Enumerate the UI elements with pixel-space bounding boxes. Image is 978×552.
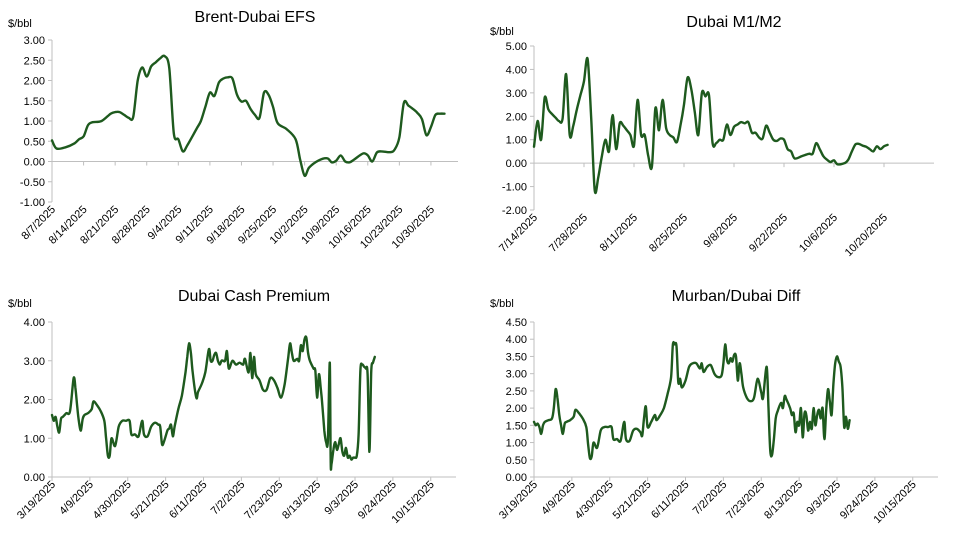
brent-dubai-efs-y-tick-label: 0.50 <box>24 136 45 148</box>
brent-dubai-efs-series-line <box>50 54 446 178</box>
dubai-m1-m2-unit-label: $/bbl <box>490 26 514 38</box>
brent-dubai-efs-y-tick-label: 0.00 <box>24 157 45 169</box>
murban-dubai-diff-y-tick-label: 4.00 <box>506 334 527 346</box>
dubai-cash-premium-title: Dubai Cash Premium <box>178 288 330 305</box>
dubai-m1-m2-y-tick-label: -2.00 <box>502 205 527 217</box>
murban-dubai-diff-y-tick-label: 0.00 <box>506 472 527 484</box>
dubai-cash-premium-x-tick-label: 5/21/2025 <box>129 479 172 522</box>
dubai-cash-premium-x-tick-label: 7/2/2025 <box>209 479 248 518</box>
murban-dubai-diff-y-tick-label: 2.00 <box>506 403 527 415</box>
dubai-cash-premium-y-tick-label: 1.00 <box>24 433 45 445</box>
dubai-m1-m2-y-tick-label: 5.00 <box>506 41 527 53</box>
brent-dubai-efs-y-tick-label: -0.50 <box>20 177 45 189</box>
murban-dubai-diff-y-tick-label: 1.50 <box>506 420 527 432</box>
dubai-m1-m2-x-tick-label: 10/20/2025 <box>843 212 890 259</box>
murban-dubai-diff-y-tick-label: 4.50 <box>506 317 527 329</box>
dubai-m1-m2-x-tick-label: 10/6/2025 <box>797 212 840 255</box>
brent-dubai-efs-y-tick-label: 1.00 <box>24 116 45 128</box>
dubai-m1-m2-y-tick-label: 1.00 <box>506 135 527 147</box>
dubai-m1-m2-y-tick-label: 4.00 <box>506 64 527 76</box>
brent-dubai-efs-y-tick-label: 1.50 <box>24 96 45 108</box>
murban-dubai-diff-x-tick-label: 4/30/2025 <box>573 479 616 522</box>
brent-dubai-efs-y-tick-label: -1.00 <box>20 197 45 209</box>
murban-dubai-diff-y-tick-label: 3.50 <box>506 351 527 363</box>
brent-dubai-efs-y-tick-label: 3.00 <box>24 35 45 47</box>
dubai-cash-premium-chart: Dubai Cash Premium $/bbl 4.00 3.00 2.00 1.00 0… <box>8 288 456 526</box>
murban-dubai-diff-x-tick-label: 7/23/2025 <box>724 479 767 522</box>
dubai-m1-m2-x-tick-label: 8/11/2025 <box>598 212 641 255</box>
dubai-cash-premium-x-tick-label: 7/23/2025 <box>242 479 285 522</box>
dubai-cash-premium-y-tick-label: 4.00 <box>24 317 45 329</box>
dubai-cash-premium-y-tick-label: 3.00 <box>24 356 45 368</box>
dubai-cash-premium-series-line <box>50 335 376 471</box>
murban-dubai-diff-y-tick-label: 3.00 <box>506 369 527 381</box>
brent-dubai-efs-y-tick-label: 2.00 <box>24 76 45 88</box>
dubai-m1-m2-y-tick-label: -1.00 <box>502 182 527 194</box>
murban-dubai-diff-chart: Murban/Dubai Diff $/bbl 4.50 4.00 3.50 3.00 2.… <box>490 288 938 526</box>
murban-dubai-diff-title: Murban/Dubai Diff <box>672 288 801 305</box>
dubai-m1-m2-x-tick-label: 7/14/2025 <box>497 212 540 255</box>
brent-dubai-efs-y-tick-label: 2.50 <box>24 55 45 67</box>
murban-dubai-diff-x-tick-label: 3/19/2025 <box>497 479 540 522</box>
dubai-cash-premium-x-tick-label: 6/11/2025 <box>167 479 210 522</box>
dubai-cash-premium-unit-label: $/bbl <box>8 298 32 310</box>
murban-dubai-diff-x-tick-label: 5/21/2025 <box>611 479 654 522</box>
murban-dubai-diff-x-tick-label: 8/13/2025 <box>762 479 805 522</box>
brent-dubai-efs-chart: Brent-Dubai EFS $/bbl 3.00 2.50 2.00 1.50 1.00… <box>8 9 458 251</box>
murban-dubai-diff-y-tick-label: 1.00 <box>506 438 527 450</box>
murban-dubai-diff-unit-label: $/bbl <box>490 298 514 310</box>
dubai-m1-m2-y-tick-label: 2.00 <box>506 111 527 123</box>
murban-dubai-diff-x-tick-label: 4/9/2025 <box>539 479 578 518</box>
dubai-m1-m2-series-line <box>532 56 889 195</box>
dubai-m1-m2-chart: Dubai M1/M2 $/bbl 5.00 4.00 3.00 2.00 1.00 0.00… <box>490 14 934 259</box>
murban-dubai-diff-y-tick-label: 0.50 <box>506 455 527 467</box>
dubai-m1-m2-y-tick-label: 0.00 <box>506 158 527 170</box>
brent-dubai-efs-unit-label: $/bbl <box>8 18 32 30</box>
brent-dubai-efs-title: Brent-Dubai EFS <box>195 9 316 26</box>
murban-dubai-diff-x-tick-label: 6/11/2025 <box>649 479 692 522</box>
dubai-cash-premium-y-tick-label: 0.00 <box>24 472 45 484</box>
dubai-m1-m2-x-tick-label: 7/28/2025 <box>547 212 590 255</box>
dubai-cash-premium-x-tick-label: 4/30/2025 <box>91 479 134 522</box>
dubai-cash-premium-x-tick-label: 3/19/2025 <box>15 479 58 522</box>
murban-dubai-diff-x-tick-label: 9/3/2025 <box>804 479 843 518</box>
dubai-m1-m2-title: Dubai M1/M2 <box>686 14 781 31</box>
dubai-m1-m2-x-tick-label: 9/22/2025 <box>747 212 790 255</box>
dubai-cash-premium-x-tick-label: 4/9/2025 <box>57 479 96 518</box>
dubai-m1-m2-y-tick-label: 3.00 <box>506 88 527 100</box>
murban-dubai-diff-x-tick-label: 7/2/2025 <box>691 479 730 518</box>
dubai-m1-m2-x-tick-label: 8/25/2025 <box>647 212 690 255</box>
dubai-cash-premium-y-tick-label: 2.00 <box>24 395 45 407</box>
dubai-cash-premium-x-tick-label: 9/3/2025 <box>322 479 361 518</box>
murban-dubai-diff-y-tick-label: 2.50 <box>506 386 527 398</box>
dubai-m1-m2-x-tick-label: 9/8/2025 <box>701 212 740 251</box>
dubai-cash-premium-x-tick-label: 8/13/2025 <box>280 479 323 522</box>
murban-dubai-diff-series-line <box>532 340 851 461</box>
